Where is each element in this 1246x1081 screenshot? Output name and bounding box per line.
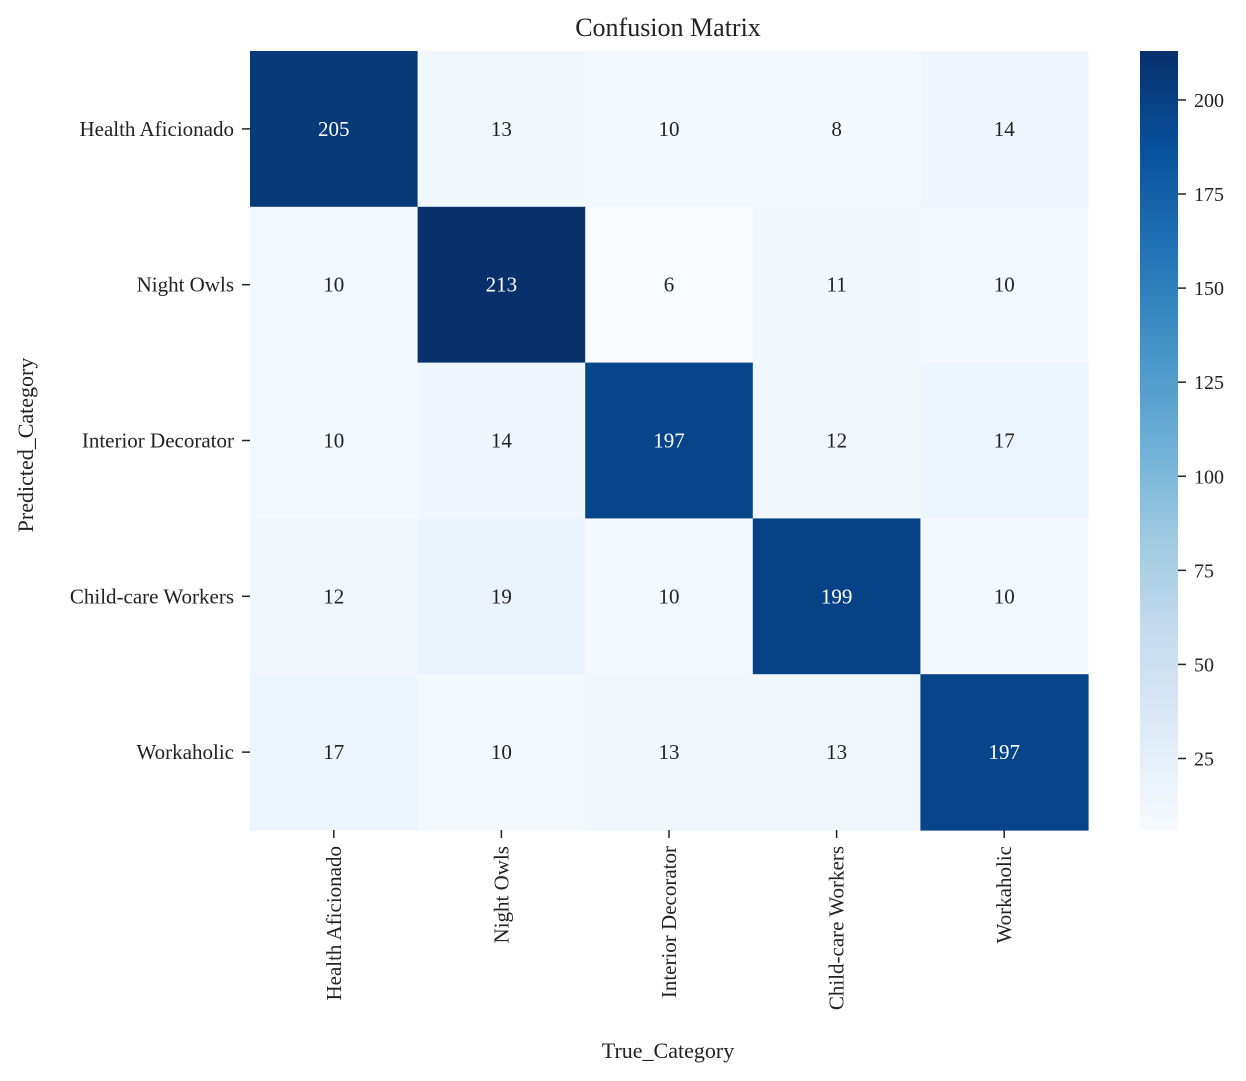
y-tick-label: Child-care Workers [70,584,234,608]
y-tick-label: Night Owls [137,273,234,297]
x-axis-label: True_Category [602,1038,734,1063]
heatmap-cell [417,51,586,208]
x-tick-label: Health Aficionado [322,846,346,1001]
cell-value-label: 10 [659,117,680,141]
x-tick-label: Night Owls [489,846,513,943]
y-tick-label: Health Aficionado [79,117,234,141]
heatmap-cell [752,674,921,831]
chart-title: Confusion Matrix [575,13,761,42]
heatmap-cell [585,674,754,831]
heatmap-cell [250,674,419,831]
colorbar-tick-label: 75 [1194,560,1214,582]
cell-value-label: 205 [318,117,350,141]
cell-value-label: 17 [323,740,344,764]
heatmap-cell [920,362,1089,519]
heatmap-cell [752,518,921,675]
cell-value-label: 19 [491,584,512,608]
heatmap-cell [920,206,1089,364]
cell-value-label: 17 [994,429,1015,453]
colorbar-tick-label: 200 [1194,90,1224,112]
colorbar-tick-label: 175 [1194,184,1224,206]
heatmap-cell [585,362,754,519]
cell-value-label: 12 [323,584,344,608]
cell-value-label: 13 [659,740,680,764]
cell-value-label: 197 [988,740,1020,764]
y-tick-label: Interior Decorator [82,429,234,453]
heatmap-cell [752,51,921,208]
cell-value-label: 8 [831,117,842,141]
heatmap-cell [585,518,754,675]
cell-value-label: 10 [323,273,344,297]
x-tick-label: Interior Decorator [657,846,681,998]
heatmap-cell [417,518,586,675]
cell-value-label: 10 [323,429,344,453]
heatmap-cell [417,362,586,519]
cell-value-label: 199 [821,584,853,608]
y-tick-label: Workaholic [137,740,234,764]
heatmap-cells: 205 13 10 8 14 10 213 6 11 10 10 14 197 12 17 12 19 10 199… [250,51,1089,831]
colorbar-tick-label: 125 [1194,372,1224,394]
colorbar-tick-label: 50 [1194,654,1214,676]
x-tick-label: Workaholic [992,846,1016,943]
cell-value-label: 10 [659,584,680,608]
cell-value-label: 13 [491,117,512,141]
cell-value-label: 213 [486,273,518,297]
cell-value-label: 10 [994,584,1015,608]
heatmap-cell [920,518,1089,675]
heatmap-cell [585,51,754,208]
heatmap-cell [250,51,419,208]
colorbar-gradient [1140,51,1178,830]
colorbar: 25 50 75 100 125 150 175 200 [1140,51,1224,830]
y-tick-labels: Health Aficionado Night Owls Interior Deco… [70,117,250,764]
heatmap-cell [417,674,586,831]
heatmap-cell [250,362,419,519]
cell-value-label: 14 [994,117,1016,141]
colorbar-tick-label: 150 [1194,278,1224,300]
x-tick-label: Child-care Workers [825,846,849,1010]
colorbar-tick-label: 25 [1194,748,1214,770]
colorbar-tick-label: 100 [1194,466,1224,488]
heatmap-cell [250,206,419,364]
cell-value-label: 197 [653,429,685,453]
cell-value-label: 12 [826,429,847,453]
cell-value-label: 10 [491,740,512,764]
heatmap-cell [585,206,754,364]
cell-value-label: 11 [826,273,846,297]
cell-value-label: 6 [664,273,675,297]
heatmap-cell [920,674,1089,831]
heatmap-cell [752,362,921,519]
heatmap-cell [417,206,586,364]
cell-value-label: 13 [826,740,847,764]
heatmap-cell [920,51,1089,208]
heatmap-cell [752,206,921,364]
heatmap-cell [250,518,419,675]
y-axis-label: Predicted_Category [13,358,38,533]
cell-value-label: 10 [994,273,1015,297]
cell-value-label: 14 [491,429,513,453]
x-tick-labels: Health Aficionado Night Owls Interior Deco… [322,830,1016,1010]
